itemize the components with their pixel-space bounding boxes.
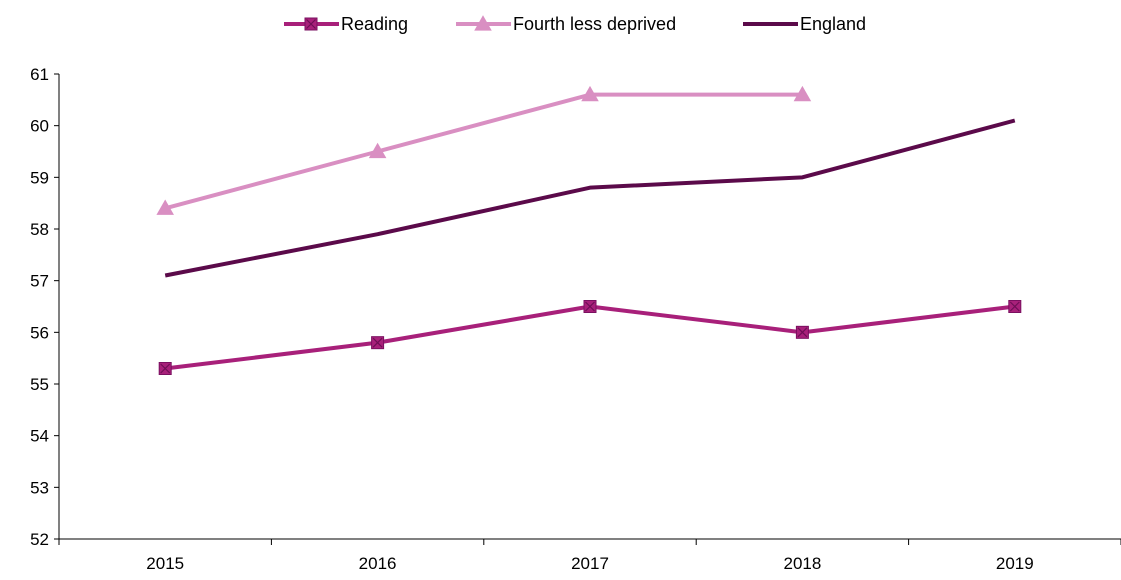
data-point	[793, 85, 812, 102]
series-line	[164, 118, 1016, 278]
x-tick-label: 2019	[996, 554, 1034, 573]
axes: 52 53 54 55 56 57 58 59 60 61 2015 2016 2017 2018 2019	[30, 65, 1121, 573]
y-tick-label: 61	[30, 65, 49, 84]
marker-cross	[160, 363, 171, 374]
marker-cross	[585, 301, 595, 312]
legend-marker	[304, 17, 318, 31]
data-point	[795, 325, 809, 339]
y-tick-label: 54	[30, 427, 49, 446]
legend-item: Reading	[284, 14, 408, 34]
y-tick-label: 53	[30, 478, 49, 497]
data-point	[371, 336, 385, 350]
x-tick-label: 2016	[359, 554, 397, 573]
marker-cross	[1009, 301, 1020, 312]
data-point	[1008, 300, 1022, 313]
legend: Reading Fourth less deprived England	[284, 14, 866, 34]
y-tick-label: 52	[30, 530, 49, 549]
y-tick-label: 60	[30, 117, 49, 136]
data-point	[581, 85, 599, 102]
legend-label: Fourth less deprived	[513, 14, 676, 34]
data-point	[156, 199, 174, 215]
series-line	[164, 92, 803, 211]
y-tick-label: 58	[30, 220, 49, 239]
legend-label: Reading	[341, 14, 408, 34]
x-tick-label: 2018	[783, 554, 821, 573]
marker-cross	[797, 327, 808, 338]
legend-marker	[474, 15, 492, 31]
x-tick-label: 2015	[146, 554, 184, 573]
legend-item: Fourth less deprived	[456, 14, 676, 34]
y-tick-label: 59	[30, 168, 49, 187]
y-tick-label: 55	[30, 375, 49, 394]
data-point	[368, 142, 387, 159]
data-point	[158, 362, 172, 375]
y-tick-label: 57	[30, 272, 49, 291]
data-point	[583, 300, 597, 313]
legend-item: England	[743, 14, 866, 34]
series-reading	[158, 300, 1022, 375]
plot-area	[156, 85, 1022, 375]
y-tick-label: 56	[30, 323, 49, 342]
series-fourth-less-deprived	[156, 85, 812, 215]
marker-cross	[306, 19, 316, 29]
legend-label: England	[800, 14, 866, 34]
series-line	[164, 304, 1016, 371]
series-england	[164, 118, 1016, 278]
marker-cross	[372, 337, 383, 348]
x-tick-label: 2017	[571, 554, 609, 573]
